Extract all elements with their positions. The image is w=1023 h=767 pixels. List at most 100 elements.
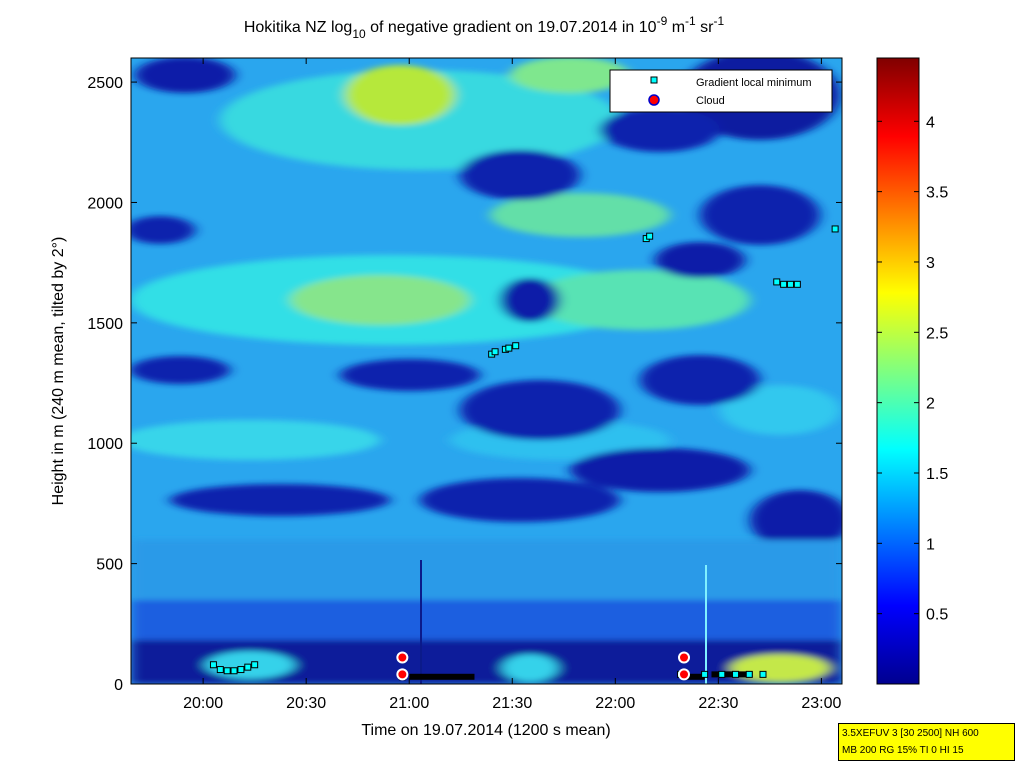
x-tick-label: 21:30 <box>492 695 532 712</box>
colorbar-tick-label: 1.5 <box>926 466 948 483</box>
field-band <box>490 193 670 237</box>
cloud-markers <box>396 651 690 681</box>
x-axis-label: Time on 19.07.2014 (1200 s mean) <box>361 722 610 739</box>
field-layer <box>131 540 842 600</box>
gradient-minimum-marker <box>251 661 259 669</box>
bottom-bar <box>684 673 705 680</box>
gradient-minimum-marker <box>237 666 245 674</box>
parameter-line-1: 3.5XEFUV 3 [30 2500] NH 600 <box>842 728 979 739</box>
cloud-marker <box>396 651 409 664</box>
title-middle: of negative gradient on 19.07.2014 in 10 <box>366 19 657 36</box>
colorbar-tick-label: 4 <box>926 114 935 131</box>
field-low <box>750 490 842 550</box>
title-log-base: 10 <box>352 27 366 41</box>
colorbar-tick-label: 2 <box>926 396 935 413</box>
field-band <box>345 65 455 125</box>
x-tick-label: 23:00 <box>801 695 841 712</box>
title-unit1: m <box>667 19 685 36</box>
gradient-minimum-marker <box>230 667 238 675</box>
gradient-minimum-marker <box>216 666 224 674</box>
cloud-marker <box>678 651 690 664</box>
y-tick-label: 1000 <box>87 436 123 453</box>
title-exp1: -9 <box>657 14 668 28</box>
gradient-minimum-marker <box>491 348 499 356</box>
y-tick-label: 2000 <box>87 195 123 212</box>
field-low <box>170 484 390 516</box>
y-tick-label: 1500 <box>87 316 123 333</box>
field-low <box>131 356 230 384</box>
colorbar-tick-label: 3 <box>926 255 935 272</box>
cloud-marker <box>678 668 690 681</box>
axes-frame <box>130 57 843 685</box>
colorbar-tick-label: 0.5 <box>926 607 948 624</box>
field-low <box>640 355 760 405</box>
field-low <box>655 242 745 278</box>
field-layer <box>131 600 842 640</box>
field-low <box>700 185 820 245</box>
title-prefix: Hokitika NZ log <box>244 19 352 36</box>
colorbar-ticks: 0.5 1 1.5 2 2.5 3 3.5 4 <box>877 114 948 624</box>
gradient-minimum-marker <box>512 342 520 350</box>
y-axis-label: Height in m (240 m mean, tilted by 2°) <box>50 237 67 506</box>
gradient-minimum-marker <box>732 670 740 678</box>
legend-marker-square <box>650 76 658 84</box>
legend-box <box>609 69 833 113</box>
y-tick-label: 500 <box>96 557 123 574</box>
gradient-minimum-marker <box>223 667 231 675</box>
heatmap-field <box>131 58 842 684</box>
gradient-minimum-marker <box>244 663 252 671</box>
parameter-box: 3.5XEFUV 3 [30 2500] NH 600 MB 200 RG 15… <box>838 723 1015 761</box>
gradient-minimum-marker <box>786 280 794 288</box>
field-band <box>510 58 630 93</box>
gradient-minimum-marker <box>646 232 654 240</box>
gradient-minimum-marker <box>701 670 709 678</box>
colorbar-tick-label: 2.5 <box>926 325 948 342</box>
gradient-minimum-marker <box>505 344 513 352</box>
field-low <box>131 216 195 244</box>
colorbar-gradient <box>876 57 920 685</box>
x-axis: 20:00 20:30 21:00 21:30 22:00 22:30 23:00 <box>183 58 842 712</box>
field-low <box>420 478 620 522</box>
title-exp2: -1 <box>685 14 696 28</box>
bottom-bar <box>409 673 475 680</box>
parameter-line-2: MB 200 RG 15% TI 0 HI 15 <box>842 745 964 756</box>
field-band <box>290 275 470 325</box>
gradient-minimum-marker <box>831 225 839 233</box>
legend-label-minimum: Gradient local minimum <box>696 77 812 89</box>
field-low <box>460 150 580 200</box>
x-tick-label: 20:30 <box>286 695 326 712</box>
cloud-marker <box>396 668 409 681</box>
x-tick-label: 22:00 <box>595 695 635 712</box>
field-band <box>730 654 830 682</box>
legend-label-cloud: Cloud <box>696 95 725 107</box>
field-band <box>502 654 558 682</box>
title-unit2: sr <box>696 19 714 36</box>
field-low <box>570 448 750 492</box>
y-axis: 0 500 1000 1500 2000 2500 <box>87 75 842 694</box>
y-tick-label: 2500 <box>87 75 123 92</box>
y-tick-label: 0 <box>114 677 123 694</box>
chart-title: Hokitika NZ log10 of negative gradient o… <box>244 14 725 41</box>
field-band <box>720 385 840 435</box>
gradient-minimum-marker <box>759 670 767 678</box>
title-exp3: -1 <box>713 14 724 28</box>
x-tick-label: 22:30 <box>698 695 738 712</box>
field-low <box>460 380 620 440</box>
field-low <box>600 108 720 152</box>
legend: Gradient local minimum Cloud <box>609 69 833 113</box>
heatmap <box>131 58 842 684</box>
x-tick-label: 20:00 <box>183 695 223 712</box>
field-low <box>135 58 235 93</box>
colorbar: 0.5 1 1.5 2 2.5 3 3.5 4 <box>876 57 948 685</box>
colorbar-tick-label: 1 <box>926 536 935 553</box>
field-low <box>500 278 560 322</box>
gradient-minimum-marker <box>793 280 801 288</box>
field-low <box>340 359 480 391</box>
gradient-minimum-marker <box>780 280 788 288</box>
gradient-minimum-marker <box>718 670 726 678</box>
legend-marker-cloud <box>648 94 660 106</box>
x-tick-label: 21:00 <box>389 695 429 712</box>
gradient-minimum-marker <box>773 278 781 286</box>
field-band <box>131 420 380 460</box>
